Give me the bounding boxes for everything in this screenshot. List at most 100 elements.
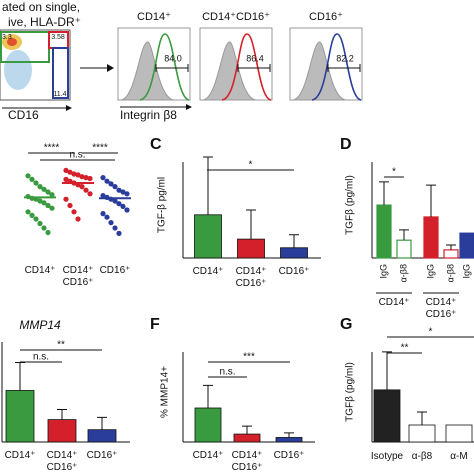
data-point (83, 175, 89, 181)
bar (408, 424, 436, 443)
series-label: IgG (461, 264, 471, 279)
data-point (104, 178, 110, 184)
data-point (124, 191, 130, 197)
stained-histogram (139, 33, 190, 101)
data-point (120, 203, 126, 209)
panel-label: D (340, 136, 352, 153)
data-point (100, 193, 106, 199)
label-line: Isotype (371, 451, 404, 462)
error-bar (246, 209, 256, 240)
data-point (120, 189, 126, 195)
significance-label: **** (44, 143, 60, 154)
significance-label: ** (57, 340, 65, 351)
error-bar (289, 234, 299, 248)
data-point (87, 191, 93, 197)
x-tick-label: CD14⁺ CD16⁺ (47, 450, 78, 473)
stained-histogram (311, 33, 362, 101)
error-bar (426, 184, 436, 217)
data-point (116, 187, 122, 193)
gate-value: 11.4 (53, 91, 66, 98)
data-point (67, 169, 73, 175)
x-tick-label: CD14⁺ CD16⁺ (236, 266, 267, 289)
x-tick-label: α-M (450, 451, 467, 462)
panel-label: G (340, 316, 352, 333)
data-point (116, 201, 122, 207)
data-point (45, 189, 51, 195)
significance-label: n.s. (33, 352, 49, 363)
y-axis-label: TGF-β pg/ml (157, 177, 168, 233)
bar (459, 232, 474, 259)
data-point (124, 207, 130, 213)
bar (194, 214, 222, 259)
bar (5, 390, 35, 443)
data-point (79, 174, 85, 180)
label-line: CD16⁺ (236, 278, 267, 289)
label-line: α-M (450, 451, 467, 462)
label-line: CD16⁺ (87, 450, 118, 461)
significance-label: ** (401, 343, 409, 354)
gate-value: 86.4 (246, 53, 264, 63)
error-bar (399, 229, 409, 241)
bar (423, 216, 439, 259)
label-line: CD14⁺ (193, 450, 224, 461)
significance-label: * (392, 167, 396, 178)
x-tick-label: Isotype (371, 451, 404, 462)
panel-label: C (150, 136, 162, 153)
axis-label: Integrin β8 (120, 108, 177, 122)
bar (87, 429, 117, 443)
bar (445, 424, 473, 443)
y-axis-label: % MMP14+ (160, 366, 171, 418)
data-point (100, 175, 106, 181)
data-point (100, 211, 106, 217)
data-point (116, 230, 122, 236)
data-point (45, 229, 51, 236)
significance-label: * (249, 160, 253, 171)
x-tick-label: CD16⁺ (279, 266, 310, 277)
significance-label: * (429, 327, 433, 338)
label-line: CD16⁺ (279, 266, 310, 277)
significance-label: **** (92, 143, 108, 154)
error-bar (284, 432, 294, 438)
label-line: CD16⁺ (100, 265, 131, 276)
density (4, 50, 32, 90)
data-point (49, 192, 55, 198)
gate-text: ive, HLA-DR⁺ (8, 15, 81, 29)
x-tick-label: CD14⁺ CD16⁺ (232, 450, 263, 473)
bar (280, 247, 308, 259)
label-line: CD16⁺ (426, 309, 457, 320)
gate-value: 84.0 (164, 53, 182, 63)
histogram-title: CD16⁺ (309, 11, 343, 23)
label-line: CD16⁺ (63, 277, 94, 288)
label-line: CD14⁺ (426, 297, 457, 308)
gate-value: 3.3 (2, 34, 12, 41)
error-bar (57, 409, 67, 420)
data-point (67, 202, 73, 209)
x-tick-label: CD14⁺ (193, 266, 224, 277)
data-point (33, 216, 39, 222)
label-line: CD16⁺ (232, 462, 263, 473)
bar (233, 433, 261, 443)
arrow-head (186, 104, 192, 110)
error-bar (203, 156, 213, 215)
data-point (87, 175, 93, 182)
data-point (79, 184, 85, 190)
x-tick-label: CD16⁺ (87, 450, 118, 461)
gate (52, 47, 69, 99)
label-line: CD16⁺ (47, 462, 78, 473)
flow-panel: ated on single, ive, HLA-DR⁺ 3.3 3.58 11… (0, 0, 192, 122)
error-bar (242, 425, 252, 435)
label-line: α-β8 (412, 451, 433, 462)
bar (194, 407, 222, 443)
bar (443, 249, 459, 259)
histogram-title: CD14⁺ (137, 11, 171, 23)
data-point (45, 202, 51, 209)
x-tick-label: CD14⁺ CD16⁺ (426, 297, 457, 320)
data-point (83, 187, 89, 193)
x-tick-label: CD16⁺ (100, 265, 131, 276)
data-point (75, 172, 81, 178)
data-point (75, 216, 81, 222)
bar (396, 239, 412, 259)
data-point (63, 167, 69, 173)
data-point (108, 220, 114, 226)
